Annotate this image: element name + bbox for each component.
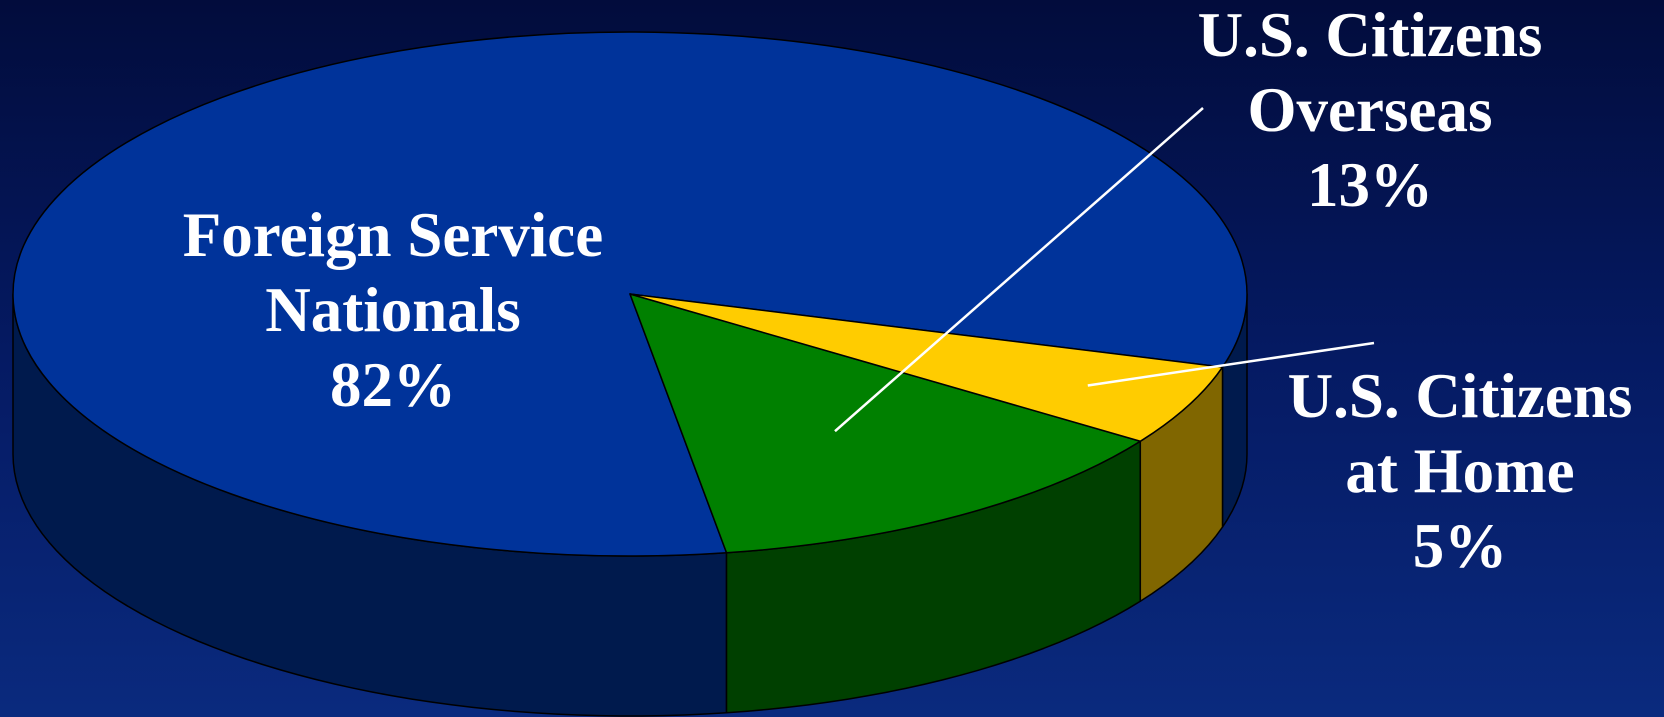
label-fsn-line2: Nationals: [265, 275, 521, 345]
pie-slice-u-s-citizens-overseas: [629, 293, 1142, 554]
pie-slice-u-s-citizens-at-home: [629, 293, 1224, 443]
slice-label-us-citizens-overseas: U.S. Citizens Overseas 13%: [1198, 0, 1543, 220]
label-home-line2: at Home: [1345, 436, 1574, 506]
label-overseas-pct: 13%: [1307, 150, 1433, 220]
leader-line-u-s-citizens-overseas: [834, 107, 1204, 433]
slice-label-foreign-service-nationals: Foreign Service Nationals 82%: [183, 200, 603, 420]
label-overseas-line1: U.S. Citizens: [1198, 0, 1543, 70]
label-fsn-pct: 82%: [330, 350, 456, 420]
label-home-line1: U.S. Citizens: [1288, 361, 1633, 431]
label-fsn-line1: Foreign Service: [183, 200, 603, 270]
slice-label-us-citizens-at-home: U.S. Citizens at Home 5%: [1288, 361, 1633, 581]
pie-slices: [12, 31, 1248, 557]
pie-sides: [12, 293, 1248, 717]
label-home-pct: 5%: [1413, 511, 1508, 581]
leader-lines: [834, 107, 1375, 433]
label-overseas-line2: Overseas: [1248, 75, 1493, 145]
leader-line-u-s-citizens-at-home: [1087, 341, 1375, 387]
